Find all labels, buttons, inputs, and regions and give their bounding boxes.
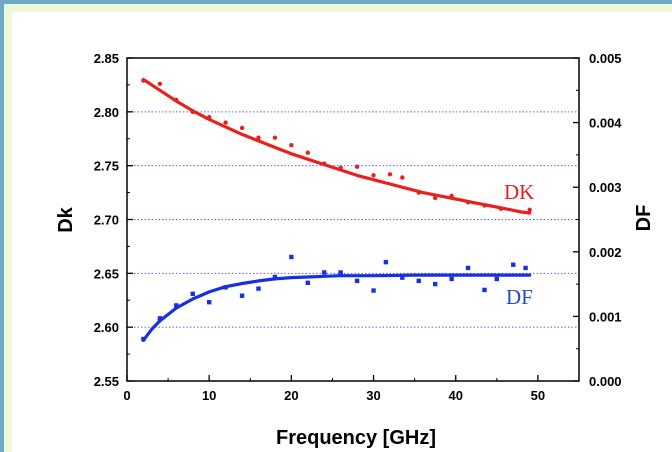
df-data-point [482, 287, 487, 293]
df-data-point [272, 274, 278, 280]
dk-data-point [190, 109, 195, 115]
y-tick-label: 2.65 [94, 266, 119, 281]
df-data-point [432, 281, 438, 287]
dk-data-point [354, 164, 360, 169]
dk-data-point [272, 135, 278, 140]
df-data-point [239, 293, 245, 298]
df-data-point [157, 316, 163, 321]
x-tick-label: 10 [202, 388, 216, 403]
x-axis-title: Frequency [GHz] [276, 427, 436, 449]
y-tick-label: 2.85 [94, 51, 119, 66]
dk-data-point [498, 206, 504, 211]
y-tick-label: 2.55 [94, 374, 119, 389]
y-tick-label: 2.80 [94, 105, 119, 120]
dk-data-point [482, 203, 487, 208]
df-data-point [174, 303, 179, 308]
df-data-point [289, 254, 294, 260]
y-tick-label: 2.75 [94, 159, 119, 174]
df-data-point [494, 276, 500, 282]
df-data-point [416, 278, 421, 284]
series-layer [141, 77, 532, 342]
dk-data-point [305, 150, 310, 155]
ticks-layer: 2.55 2.60 2.65 2.70 2.75 2.80 2.85 0.000 0.001 0.… [94, 51, 623, 403]
dk-data-point [371, 173, 376, 178]
dk-data-point [465, 200, 471, 205]
dk-data-point [387, 172, 393, 177]
dk-data-point [289, 143, 294, 148]
df-data-point [223, 285, 228, 290]
df-data-point [322, 270, 327, 275]
df-data-point [206, 299, 212, 305]
x-tick-label: 20 [284, 388, 298, 403]
dk-data-point [449, 193, 454, 199]
series-dk [141, 77, 532, 215]
y2-tick-label: 0.000 [589, 374, 622, 389]
df-data-point [354, 278, 360, 284]
y-axis-title: Dk [55, 206, 77, 232]
series-df [141, 254, 532, 342]
dk-series-label: DK [504, 180, 534, 204]
dk-data-point [256, 135, 261, 140]
dk-data-point [416, 190, 421, 195]
x-tick-label: 40 [448, 388, 462, 403]
df-data-point [383, 259, 389, 265]
dk-data-point [338, 165, 343, 171]
dk-data-point [527, 207, 532, 213]
dk-fit-line [141, 77, 532, 215]
dk-data-point [239, 125, 245, 131]
x-tick-label: 0 [123, 388, 130, 403]
y2-tick-label: 0.003 [589, 180, 622, 195]
dk-data-point [432, 195, 438, 201]
df-data-point [371, 288, 376, 293]
y-tick-label: 2.60 [94, 320, 119, 335]
dk-data-point [141, 78, 146, 83]
dk-data-point [400, 175, 405, 180]
y2-tick-label: 0.001 [589, 309, 622, 324]
y2-tick-label: 0.005 [589, 51, 622, 66]
dk-data-point [322, 161, 327, 166]
dk-data-point [157, 81, 163, 87]
y-tick-label: 2.70 [94, 213, 119, 228]
df-data-point [141, 336, 146, 342]
dk-data-point [206, 115, 212, 120]
dk-data-point [174, 97, 179, 103]
df-data-point [465, 265, 471, 271]
df-data-point [511, 262, 516, 267]
df-data-point [305, 280, 310, 286]
figure-background [12, 12, 672, 452]
df-data-point [449, 276, 454, 282]
df-data-point [190, 291, 195, 296]
x-tick-label: 50 [531, 388, 545, 403]
y2-tick-label: 0.002 [589, 245, 622, 260]
y2-axis-title: DF [633, 205, 655, 232]
df-data-point [523, 265, 528, 271]
df-data-point [338, 270, 343, 275]
x-tick-label: 30 [366, 388, 380, 403]
y2-tick-label: 0.004 [589, 116, 622, 131]
df-series-label: DF [506, 285, 533, 309]
df-data-point [256, 286, 261, 291]
df-data-point [400, 275, 405, 280]
dk-data-point [223, 120, 228, 125]
df-fit-line [141, 273, 532, 342]
